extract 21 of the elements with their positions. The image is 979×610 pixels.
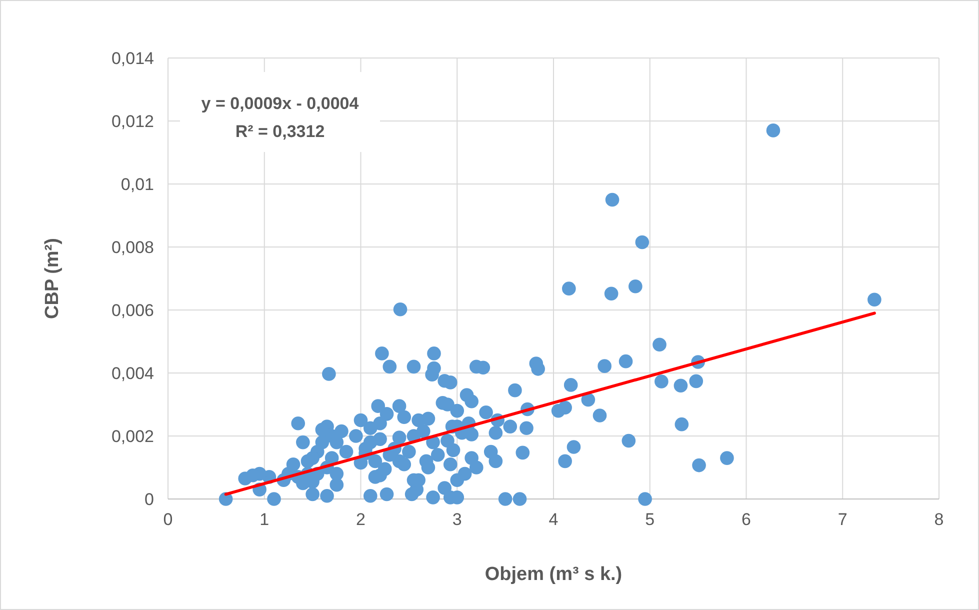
x-tick-label: 7 — [838, 510, 848, 529]
x-tick-label: 4 — [548, 510, 558, 529]
y-tick-label: 0,01 — [120, 174, 154, 194]
y-axis-title: CBP (m²) — [42, 238, 63, 319]
x-tick-label: 2 — [356, 510, 366, 529]
x-tick-label: 0 — [163, 510, 173, 529]
annotation: R² = 0,3312 — [235, 122, 325, 141]
y-tick-label: 0,004 — [111, 364, 154, 383]
x-tick-label: 3 — [452, 510, 462, 529]
y-tick-label: 0,014 — [111, 48, 154, 68]
y-tick-label: 0,006 — [111, 300, 154, 320]
x-tick-label: 5 — [645, 510, 655, 529]
x-axis-title: Objem (m³ s k.) — [484, 564, 622, 585]
x-tick-label: 6 — [742, 510, 751, 529]
y-tick-label: 0,008 — [111, 238, 154, 257]
y-tick-label: 0,002 — [111, 426, 154, 446]
x-tick-label: 1 — [260, 510, 270, 529]
annotation: y = 0,0009x - 0,0004 — [201, 94, 360, 113]
y-tick-label: 0,012 — [111, 112, 154, 131]
x-tick-label: 8 — [934, 510, 944, 529]
y-tick-label: 0 — [144, 490, 154, 509]
